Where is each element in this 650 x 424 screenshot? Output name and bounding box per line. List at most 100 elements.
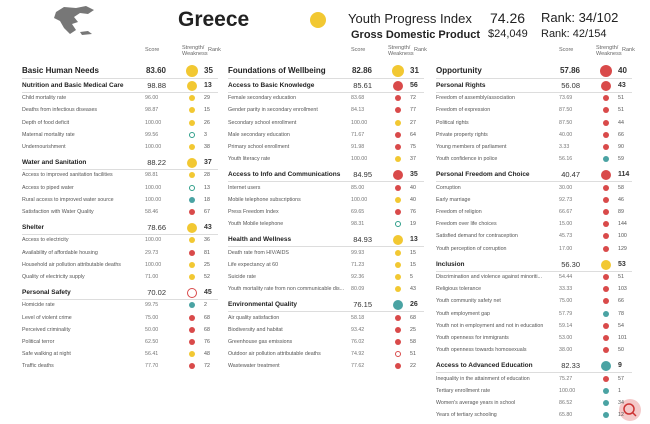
indicator-name: Outdoor air pollution attributable death… xyxy=(228,351,321,358)
component-name: Water and Sanitation xyxy=(22,159,87,167)
indicator-score: 98.81 xyxy=(145,172,159,179)
strength-weakness-marker xyxy=(189,209,195,215)
indicator-name: Safe walking at night xyxy=(22,351,71,358)
indicator-name: Rural access to improved water source xyxy=(22,196,114,203)
strength-weakness-marker xyxy=(395,209,401,215)
indicator-rank: 100 xyxy=(618,233,627,240)
indicator-score: 98.31 xyxy=(351,221,365,228)
indicator-rank: 75 xyxy=(410,144,416,150)
component-score: 76.15 xyxy=(353,300,372,310)
strength-weakness-marker xyxy=(603,375,609,382)
indicator-score: 56.16 xyxy=(559,156,573,163)
indicator-name: Women's average years in school xyxy=(436,400,516,406)
gdp-label: Gross Domestic Product xyxy=(351,29,480,41)
component-rank: 43 xyxy=(204,224,212,232)
indicator-name: Traffic deaths xyxy=(22,363,54,370)
strength-weakness-marker xyxy=(395,131,401,138)
index-rank: Rank: 34/102 xyxy=(541,10,619,25)
indicator-rank: 58 xyxy=(618,184,624,191)
strength-weakness-marker xyxy=(189,249,195,256)
strength-weakness-marker xyxy=(603,298,609,305)
indicator-rank: 46 xyxy=(618,196,624,203)
country-map xyxy=(54,6,94,35)
indicator-name: Satisfied demand for contraception xyxy=(436,233,518,240)
strength-weakness-marker xyxy=(187,288,197,299)
separator xyxy=(228,92,424,93)
indicator-name: Internet users xyxy=(228,184,261,191)
indicator-score: 54.44 xyxy=(559,274,573,280)
indicator-name: Deaths from infectious diseases xyxy=(22,107,98,114)
strength-weakness-marker xyxy=(189,144,195,150)
indicator-score: 80.09 xyxy=(351,286,365,293)
indicator-score: 66.67 xyxy=(559,209,573,215)
strength-weakness-marker xyxy=(603,119,609,126)
indicator-name: Death rate from HIV/AIDS xyxy=(228,249,289,256)
component-score: 84.95 xyxy=(353,170,372,180)
indicator-rank: 40 xyxy=(410,196,416,203)
strength-weakness-marker xyxy=(393,300,403,311)
component-score: 88.22 xyxy=(147,158,166,168)
strength-weakness-marker xyxy=(395,286,401,293)
indicator-rank: 38 xyxy=(204,144,210,150)
indicator-score: 75.27 xyxy=(559,375,573,382)
component-score: 70.02 xyxy=(147,288,166,298)
indicator-name: Perceived criminality xyxy=(22,326,71,333)
indicator-rank: 76 xyxy=(410,209,416,215)
indicator-rank: 50 xyxy=(618,347,624,354)
component-rank: 26 xyxy=(410,301,418,309)
indicator-score: 73.69 xyxy=(559,95,573,102)
indicator-rank: 77 xyxy=(410,107,416,114)
indicator-rank: 25 xyxy=(204,261,210,268)
indicator-score: 17.00 xyxy=(559,245,573,252)
strength-weakness-marker xyxy=(189,119,195,126)
indicator-rank: 66 xyxy=(618,298,624,305)
indicator-rank: 89 xyxy=(618,209,624,215)
indicator-score: 100.00 xyxy=(351,119,368,126)
indicator-name: Freedom over life choices xyxy=(436,221,497,228)
indicator-score: 3.33 xyxy=(559,144,570,150)
indicator-score: 92.36 xyxy=(351,274,365,280)
strength-weakness-marker xyxy=(603,412,609,419)
strength-weakness-marker xyxy=(395,249,401,256)
score-header: Score xyxy=(559,47,574,53)
strength-weakness-marker xyxy=(395,119,401,126)
strength-weakness-marker xyxy=(395,314,401,321)
strength-weakness-marker xyxy=(187,158,197,169)
strength-weakness-marker xyxy=(189,339,195,345)
indicator-rank: 25 xyxy=(410,326,416,333)
indicator-rank: 68 xyxy=(204,314,210,321)
strength-weakness-marker xyxy=(603,400,609,406)
separator xyxy=(436,181,632,183)
strength-weakness-marker xyxy=(187,223,197,234)
zoom-button[interactable] xyxy=(618,398,642,422)
strength-weakness-marker xyxy=(395,326,401,333)
component-rank: 43 xyxy=(618,82,626,89)
indicator-name: Youth perception of corruption xyxy=(436,245,507,252)
separator xyxy=(22,234,218,236)
strength-weakness-marker xyxy=(189,326,195,333)
component-rank: 13 xyxy=(204,82,212,89)
indicator-rank: 51 xyxy=(410,351,416,358)
indicator-rank: 81 xyxy=(204,249,210,256)
indicator-name: Biodiversity and habitat xyxy=(228,326,283,333)
strength-weakness-marker xyxy=(395,95,401,102)
strength-weakness-marker xyxy=(189,95,195,102)
indicator-name: Child mortality rate xyxy=(22,95,67,102)
separator xyxy=(22,169,218,171)
indicator-name: Air quality satisfaction xyxy=(228,314,280,321)
indicator-rank: 68 xyxy=(410,314,416,321)
indicator-score: 99.75 xyxy=(145,302,159,309)
indicator-score: 74.92 xyxy=(351,351,365,358)
separator xyxy=(436,372,632,374)
indicator-rank: 67 xyxy=(204,209,210,215)
indicator-name: Level of violent crime xyxy=(22,314,72,321)
indicator-rank: 22 xyxy=(410,363,416,370)
indicator-score: 100.00 xyxy=(351,196,368,203)
indicator-score: 93.42 xyxy=(351,326,365,333)
score-header: Score xyxy=(351,47,366,53)
indicator-score: 87.50 xyxy=(559,119,573,126)
indicator-name: Gender parity in secondary enrollment xyxy=(228,107,318,114)
indicator-rank: 59 xyxy=(618,156,624,163)
strength-weakness-marker xyxy=(603,322,609,329)
indicator-rank: 76 xyxy=(204,339,210,345)
